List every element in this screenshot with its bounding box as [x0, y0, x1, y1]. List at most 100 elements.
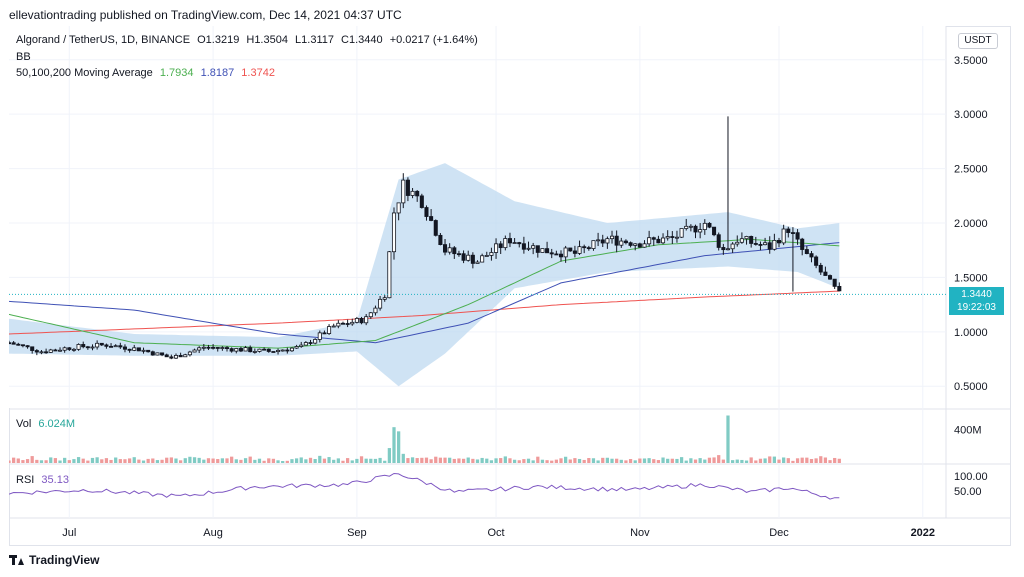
candle-body: [327, 326, 332, 334]
candle-body: [670, 236, 675, 238]
candle-body: [155, 352, 160, 356]
volume-bar: [63, 457, 67, 463]
candle-body: [721, 247, 726, 251]
chart-canvas[interactable]: 0.5000 1.0000 1.5000 2.0000 2.5000 3.0000 3.50…: [9, 26, 1011, 546]
candle-body: [243, 347, 248, 352]
volume-bar: [675, 458, 679, 463]
volume-bar: [809, 458, 814, 463]
candle-body: [331, 325, 336, 328]
volume-bar: [503, 456, 507, 463]
candle-body: [90, 346, 95, 349]
volume-bar: [313, 459, 317, 463]
volume-bar: [499, 458, 503, 463]
volume-bar: [596, 460, 600, 463]
candle-body: [401, 179, 406, 204]
candle-body: [498, 243, 503, 249]
volume-bar: [169, 457, 173, 463]
candle-body: [823, 271, 828, 276]
candle-body: [814, 256, 819, 266]
volume-bar: [155, 460, 160, 463]
candle-body: [429, 216, 434, 221]
price-tick-label: 1.5000: [954, 272, 988, 284]
candle-body: [39, 351, 44, 354]
volume-bar: [564, 456, 568, 463]
volume-bar: [151, 458, 155, 463]
volume-bar: [540, 459, 545, 463]
legend-ma100: 1.8187: [200, 67, 235, 79]
volume-bar: [230, 456, 234, 463]
volume-bar: [350, 460, 354, 463]
volume-bar: [392, 427, 396, 463]
volume-bar: [800, 457, 804, 463]
candle-body: [725, 248, 731, 251]
candle-body: [684, 225, 689, 229]
volume-bar: [480, 457, 484, 463]
candle-body: [160, 352, 165, 356]
volume-bar: [712, 457, 716, 463]
volume-bar: [707, 457, 712, 463]
volume-bar: [95, 457, 99, 463]
candle-body: [220, 347, 225, 349]
candle-body: [623, 240, 628, 244]
volume-bar: [717, 455, 721, 463]
candle-body: [299, 344, 304, 347]
volume-bar: [202, 459, 206, 463]
rsi-value: 35.13: [41, 474, 69, 486]
candle-body: [53, 349, 58, 352]
volume-bar: [517, 460, 521, 463]
candle-body: [30, 346, 35, 351]
volume-bar: [656, 460, 661, 463]
ma200-line: [9, 290, 840, 335]
legend-high: H1.3504: [246, 34, 288, 46]
volume-bar: [401, 453, 405, 463]
candle-body: [526, 247, 531, 250]
candle-body: [11, 342, 16, 345]
candle-body: [345, 323, 350, 325]
candle-body: [535, 245, 540, 253]
candle-body: [81, 344, 86, 348]
candle-body: [647, 237, 652, 245]
candle-body: [132, 347, 137, 351]
candle-body: [466, 254, 471, 261]
candle-body: [484, 255, 489, 257]
candle-body: [224, 347, 230, 350]
candle-body: [456, 253, 461, 256]
volume-bar: [582, 459, 586, 463]
volume-bar: [415, 458, 419, 463]
volume-bar: [429, 459, 433, 463]
volume-bar: [689, 458, 693, 463]
candle-body: [582, 246, 587, 249]
currency-button[interactable]: USDT: [958, 33, 998, 49]
volume-bar: [267, 458, 271, 463]
volume-bar: [410, 457, 415, 463]
volume-bar: [805, 457, 809, 463]
candle-body: [67, 347, 72, 350]
candle-body: [122, 346, 127, 350]
tradingview-logo-icon: [9, 555, 25, 565]
candle-body: [104, 344, 109, 347]
candle-body: [183, 354, 188, 358]
candle-body: [271, 351, 276, 353]
candle-body: [804, 249, 809, 255]
candle-body: [340, 322, 346, 325]
volume-bar: [160, 459, 164, 463]
volume-label: Vol: [16, 418, 32, 430]
volume-bar: [740, 459, 744, 463]
volume-bar: [615, 458, 619, 463]
candle-body: [127, 348, 132, 351]
volume-bar: [461, 458, 466, 463]
candle-body: [818, 264, 823, 273]
volume-bar: [327, 457, 331, 463]
time-tick-label: Sep: [347, 527, 367, 539]
candle-body: [568, 247, 573, 252]
volume-bar: [494, 458, 498, 463]
volume-bar: [601, 457, 605, 463]
volume-bar: [211, 458, 215, 463]
volume-bar: [559, 458, 563, 463]
publisher-line: ellevationtrading published on TradingVi…: [9, 8, 402, 22]
candle-body: [438, 234, 443, 245]
volume-bar: [786, 458, 790, 463]
rsi-axis-label: 100.00: [954, 471, 988, 483]
candle-body: [257, 348, 262, 352]
volume-bar: [141, 460, 146, 463]
